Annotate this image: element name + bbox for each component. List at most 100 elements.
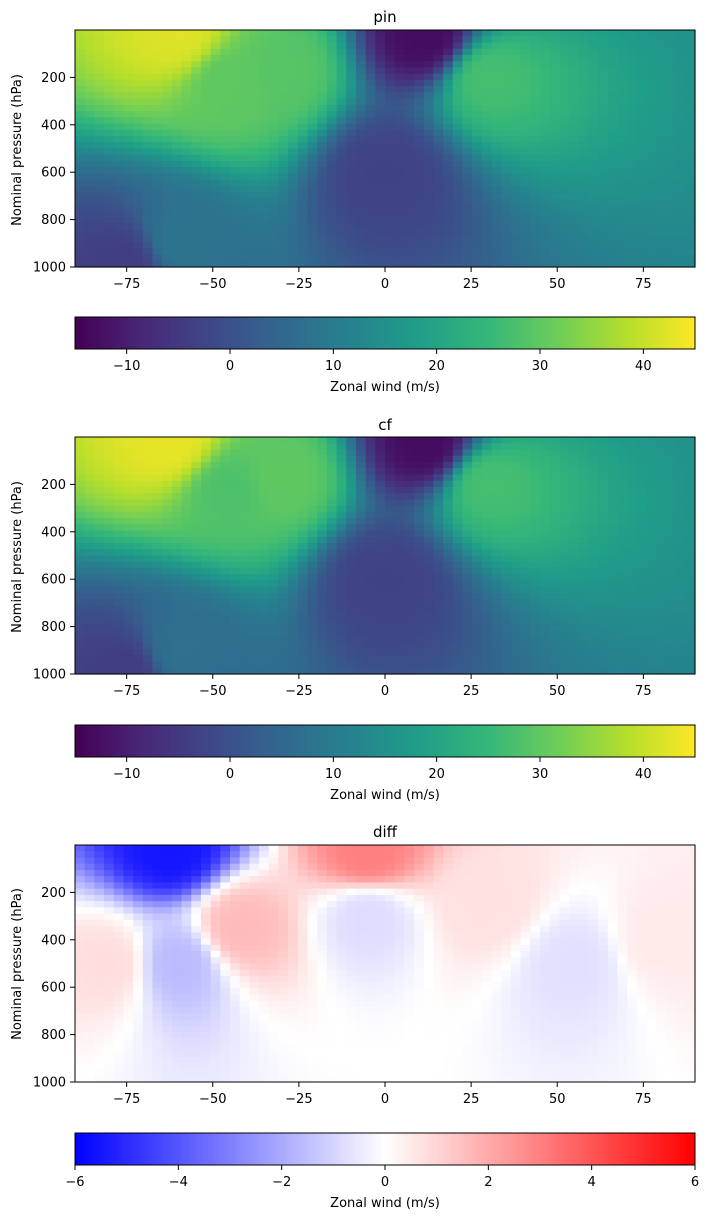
heatmap-cell (578, 474, 590, 482)
heatmap-cell (656, 449, 667, 457)
heatmap-cell (191, 480, 202, 488)
heatmap-cell (588, 173, 599, 181)
heatmap-cell (75, 210, 86, 218)
heatmap-cell (433, 117, 444, 125)
heatmap-cell (510, 235, 522, 243)
heatmap-cell (317, 98, 328, 106)
heatmap-cell (230, 123, 241, 131)
heatmap-cell (133, 561, 144, 569)
colorbar-segment (152, 317, 157, 349)
heatmap-cell (385, 524, 396, 532)
heatmap-cell (423, 30, 435, 37)
heatmap-cell (501, 580, 512, 588)
heatmap-cell (152, 73, 163, 81)
heatmap-cell (520, 624, 531, 631)
heatmap-cell (355, 437, 367, 444)
heatmap-cell (84, 437, 95, 444)
heatmap-cell (94, 649, 105, 656)
heatmap-cell (84, 92, 95, 100)
heatmap-cell (171, 443, 183, 451)
heatmap-cell (307, 54, 318, 62)
heatmap-cell (249, 117, 260, 125)
heatmap-cell (452, 624, 464, 631)
heatmap-cell (452, 104, 464, 112)
heatmap-cell (191, 586, 202, 594)
heatmap-cell (75, 185, 86, 193)
heatmap-cell (530, 129, 541, 137)
colorbar-segment (645, 317, 649, 349)
heatmap-cell (152, 543, 163, 550)
colorbar-segment (592, 317, 597, 349)
heatmap-cell (239, 54, 250, 62)
heatmap-cell (133, 599, 144, 606)
heatmap-cell (607, 617, 619, 625)
heatmap-cell (288, 536, 299, 544)
heatmap-cell (472, 73, 483, 81)
heatmap-cell (627, 242, 638, 249)
heatmap-cell (220, 192, 231, 199)
heatmap-cell (452, 468, 464, 476)
heatmap-cell (104, 136, 115, 143)
heatmap-cell (559, 480, 570, 488)
heatmap-cell (249, 580, 260, 588)
heatmap-cell (385, 204, 396, 212)
colorbar-segment (527, 317, 532, 349)
heatmap-cell (665, 493, 677, 500)
heatmap-cell (307, 136, 318, 143)
heatmap-cell (569, 254, 580, 262)
heatmap-cell (414, 229, 425, 237)
heatmap-cell (578, 468, 590, 476)
heatmap-cell (549, 536, 560, 544)
colorbar-segment (285, 317, 290, 349)
heatmap-cell (181, 549, 192, 557)
heatmap-cell (540, 30, 551, 37)
heatmap-cell (84, 123, 95, 131)
heatmap-cell (627, 136, 638, 143)
heatmap-cell (84, 480, 95, 488)
heatmap-cell (481, 555, 493, 563)
heatmap-cell (355, 260, 367, 268)
heatmap-cell (355, 486, 367, 494)
heatmap-cell (104, 461, 115, 469)
heatmap-cell (656, 580, 667, 588)
heatmap-cell (462, 254, 473, 262)
heatmap-cell (171, 148, 183, 156)
heatmap-cell (578, 599, 590, 606)
heatmap-cell (588, 48, 599, 56)
heatmap-cell (123, 449, 134, 457)
heatmap-cell (336, 185, 347, 193)
heatmap-cell (520, 92, 531, 100)
heatmap-cell (452, 79, 464, 87)
heatmap-cell (133, 111, 144, 118)
heatmap-cell (530, 136, 541, 143)
heatmap-cell (113, 555, 125, 563)
heatmap-cell (636, 468, 648, 476)
heatmap-cell (569, 160, 580, 168)
heatmap-cell (84, 580, 95, 588)
heatmap-cell (84, 142, 95, 150)
heatmap-cell (230, 518, 241, 525)
heatmap-cell (423, 111, 435, 118)
heatmap-cell (462, 555, 473, 563)
heatmap-cell (656, 86, 667, 93)
heatmap-cell (675, 254, 686, 262)
heatmap-cell (452, 179, 464, 187)
heatmap-cell (336, 461, 347, 469)
heatmap-cell (646, 86, 657, 93)
heatmap-cell (617, 111, 628, 118)
heatmap-cell (230, 223, 241, 231)
heatmap-cell (394, 179, 405, 187)
heatmap-cell (559, 42, 570, 50)
heatmap-cell (569, 642, 580, 650)
heatmap-cell (588, 586, 599, 594)
heatmap-cell (617, 567, 628, 575)
heatmap-cell (375, 98, 386, 106)
heatmap-cell (152, 661, 163, 669)
heatmap-cell (501, 160, 512, 168)
heatmap-cell (646, 123, 657, 131)
heatmap-cell (452, 173, 464, 181)
heatmap-cell (646, 148, 657, 156)
heatmap-cell (113, 567, 125, 575)
heatmap-cell (685, 42, 696, 50)
heatmap-cell (75, 104, 86, 112)
